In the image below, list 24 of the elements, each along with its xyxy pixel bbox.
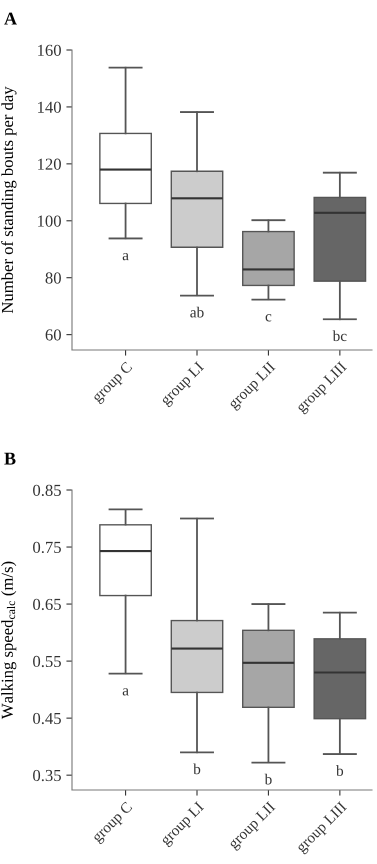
chart-title: A (4, 12, 17, 25)
y-tick-label: 140 (38, 102, 61, 113)
annotation: b (336, 765, 344, 776)
y-tick-label: 120 (38, 158, 61, 170)
annotation: a (122, 252, 129, 260)
y-tick-label: 0.55 (33, 656, 61, 668)
y-axis-title: Walking speed$_{calc}$ (m/s) (1, 562, 16, 720)
annotation: bc (332, 330, 347, 342)
annotation: ab (190, 306, 204, 318)
annotation: a (122, 688, 129, 696)
y-tick-label: 0.85 (33, 484, 61, 496)
y-tick-label: 100 (38, 215, 61, 227)
y-tick-label: 0.65 (33, 598, 61, 610)
y-tick-label: 80 (46, 272, 61, 284)
y-tick-label: 160 (38, 44, 61, 56)
y-tick-label: 0.45 (33, 712, 61, 724)
chart-title: B (4, 452, 16, 465)
y-tick-label: 0.75 (33, 542, 61, 554)
annotation: b (193, 763, 200, 774)
y-tick-label: 0.35 (33, 770, 61, 782)
annotation: b (264, 774, 272, 784)
y-tick-label: 60 (46, 329, 61, 341)
annotation: c (266, 314, 272, 322)
y-axis-title: Number of standing bouts per day (1, 86, 16, 314)
